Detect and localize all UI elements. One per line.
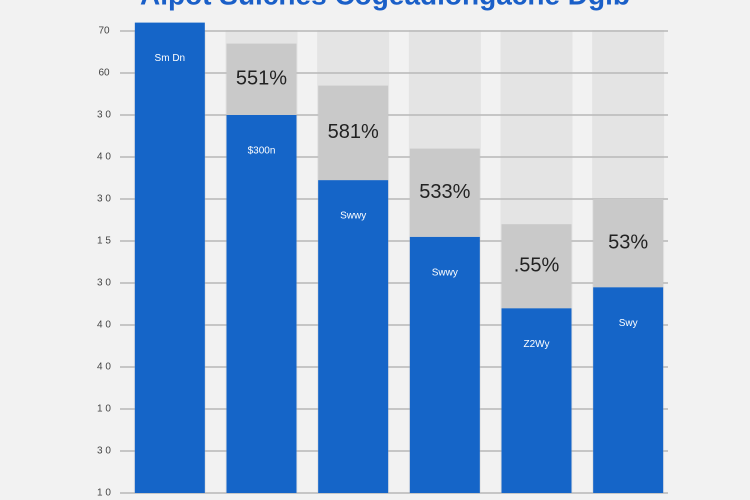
- y-tick-label: 60: [98, 68, 110, 79]
- y-tick-label: 1 5: [97, 236, 111, 247]
- bar-segment: [593, 199, 664, 288]
- bar-segment: [134, 22, 205, 493]
- bar-label: Swy: [619, 318, 638, 329]
- bar-segment: [409, 148, 480, 237]
- y-tick-label: 3 0: [97, 110, 111, 121]
- segment-label: 581%: [328, 121, 379, 143]
- bar-segment: [318, 180, 389, 493]
- segment-label: 53%: [608, 231, 648, 253]
- bar-label: Sm Dn: [155, 53, 186, 64]
- y-tick-label: 3 0: [97, 278, 111, 289]
- y-tick-label: 3 0: [97, 194, 111, 205]
- bar-label: Swwy: [432, 267, 458, 278]
- bar-label: $300n: [248, 146, 276, 157]
- y-tick-label: 4 0: [97, 362, 111, 373]
- y-tick-label: 1 0: [97, 488, 111, 499]
- bar-segment: [226, 115, 297, 493]
- y-tick-label: 4 0: [97, 320, 111, 331]
- bar-label: Swwy: [340, 211, 366, 222]
- segment-label: .55%: [514, 254, 560, 276]
- chart-title: Aipot Suiches Cogeadiongache Dgib: [140, 0, 630, 10]
- y-tick-label: 1 0: [97, 404, 111, 415]
- segment-label: 533%: [419, 181, 470, 203]
- bar-label: Z2Wy: [523, 339, 549, 350]
- bar-segment: [409, 236, 480, 494]
- bar-segment: [593, 287, 664, 493]
- bar-segment: [501, 224, 572, 309]
- bar-segment: [501, 308, 572, 493]
- bar-segment: [226, 43, 297, 115]
- segment-label: 551%: [236, 68, 287, 90]
- y-tick-label: 70: [98, 26, 110, 37]
- y-tick-label: 3 0: [97, 446, 111, 457]
- bar-segment: [318, 85, 389, 181]
- y-tick-label: 4 0: [97, 152, 111, 163]
